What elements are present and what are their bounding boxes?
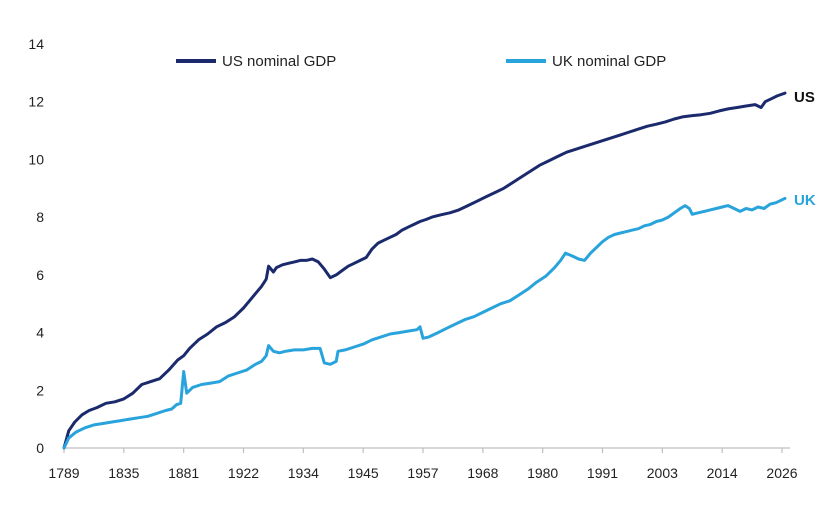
legend-label-us: US nominal GDP [222,53,336,70]
x-tick-label: 2014 [707,465,738,481]
y-tick-label: 12 [28,94,44,110]
x-tick-label: 1922 [228,465,259,481]
x-axis: 1789 1835 1881 1922 1934 1945 1957 1968 1980 1991… [48,447,798,481]
x-tick-label: 2026 [766,465,797,481]
legend: US nominal GDP UK nominal GDP [176,53,666,70]
x-tick-label: 1991 [587,465,618,481]
x-tick-label: 1934 [288,465,319,481]
series-line-uk [62,196,787,450]
x-tick-label: 1881 [168,465,199,481]
x-tick-label: 1957 [407,465,438,481]
y-tick-label: 4 [36,325,44,341]
y-tick-label: 10 [28,151,44,167]
y-axis: 0 2 4 6 8 10 12 14 [28,36,44,456]
y-tick-label: 6 [36,267,44,283]
end-label-us: US [794,89,815,106]
legend-label-uk: UK nominal GDP [552,53,666,70]
y-tick-label: 0 [36,440,44,456]
x-tick-label: 1945 [348,465,379,481]
x-tick-label: 1835 [108,465,139,481]
end-label-uk: UK [794,192,816,209]
y-tick-label: 2 [36,382,44,398]
x-tick-label: 1789 [48,465,79,481]
end-labels: US UK [794,89,816,209]
series-layer [62,91,787,450]
x-tick-label: 1980 [527,465,558,481]
y-tick-label: 14 [28,36,44,52]
x-tick-label: 1968 [467,465,498,481]
x-tick-label: 2003 [647,465,678,481]
series-line-us [62,91,787,450]
y-tick-label: 8 [36,209,44,225]
